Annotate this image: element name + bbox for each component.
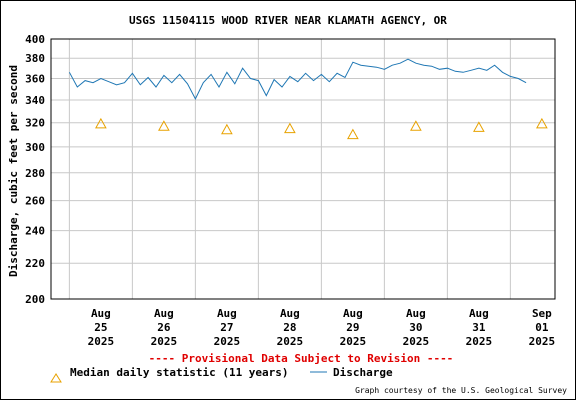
grid bbox=[51, 39, 555, 299]
x-tick-label: 01 bbox=[535, 321, 549, 334]
legend-median-label: Median daily statistic (11 years) bbox=[70, 366, 289, 379]
x-tick-label: 2025 bbox=[88, 335, 115, 348]
x-tick-label: 2025 bbox=[466, 335, 493, 348]
x-tick-label: 26 bbox=[157, 321, 171, 334]
y-axis-label: Discharge, cubic feet per second bbox=[7, 65, 20, 277]
y-tick-labels: 200 220 240 260 280 300 320 340 360 380 400 bbox=[25, 33, 45, 306]
x-tick-label: 2025 bbox=[151, 335, 178, 348]
legend-median-marker bbox=[50, 373, 62, 383]
x-tick-label: 30 bbox=[409, 321, 422, 334]
y-tick-label: 400 bbox=[25, 33, 45, 46]
x-tick-label: 25 bbox=[94, 321, 107, 334]
x-tick-label: 31 bbox=[472, 321, 486, 334]
y-tick-label: 240 bbox=[25, 225, 45, 238]
legend-discharge-label: Discharge bbox=[333, 366, 393, 379]
plot-area-border bbox=[50, 38, 556, 300]
median-marker bbox=[95, 117, 107, 129]
provisional-notice: ---- Provisional Data Subject to Revisio… bbox=[149, 352, 454, 365]
x-tick-label: 2025 bbox=[529, 335, 556, 348]
chart-title: USGS 11504115 WOOD RIVER NEAR KLAMATH AG… bbox=[129, 14, 447, 27]
x-tick-label: 2025 bbox=[277, 335, 304, 348]
x-tick-label: 2025 bbox=[403, 335, 430, 348]
y-tick-label: 380 bbox=[25, 52, 45, 65]
y-tick-label: 320 bbox=[25, 117, 45, 130]
median-marker bbox=[473, 121, 485, 132]
credit-text: Graph courtesy of the U.S. Geological Su… bbox=[355, 386, 567, 395]
x-tick-label: 2025 bbox=[340, 335, 367, 348]
median-marker bbox=[221, 123, 233, 135]
x-tick-label: Aug bbox=[406, 307, 426, 320]
x-tick-labels: Aug252025Aug262025Aug272025Aug282025Aug2… bbox=[88, 307, 556, 348]
x-tick-label: Aug bbox=[280, 307, 300, 320]
y-tick-label: 200 bbox=[25, 293, 45, 306]
x-tick-label: Sep bbox=[532, 307, 552, 320]
legend: Median daily statistic (11 years) Discha… bbox=[50, 366, 393, 383]
y-tick-label: 260 bbox=[25, 195, 45, 208]
y-tick-label: 360 bbox=[25, 73, 45, 86]
x-tick-label: Aug bbox=[217, 307, 237, 320]
x-tick-label: 29 bbox=[346, 321, 359, 334]
series-layer bbox=[68, 58, 548, 140]
x-tick-label: Aug bbox=[91, 307, 111, 320]
x-tick-label: 28 bbox=[283, 321, 296, 334]
median-marker bbox=[410, 120, 422, 131]
y-tick-label: 300 bbox=[25, 141, 45, 154]
x-tick-label: Aug bbox=[469, 307, 489, 320]
y-tick-label: 220 bbox=[25, 257, 45, 270]
x-tick-label: Aug bbox=[154, 307, 174, 320]
x-tick-label: 27 bbox=[220, 321, 233, 334]
y-tick-label: 280 bbox=[25, 167, 45, 180]
discharge-line bbox=[68, 58, 527, 101]
median-marker bbox=[536, 117, 548, 129]
median-marker bbox=[284, 122, 296, 134]
y-tick-label: 340 bbox=[25, 94, 45, 107]
x-tick-label: 2025 bbox=[214, 335, 241, 348]
median-marker bbox=[347, 128, 359, 140]
x-tick-label: Aug bbox=[343, 307, 363, 320]
median-marker bbox=[158, 120, 170, 131]
